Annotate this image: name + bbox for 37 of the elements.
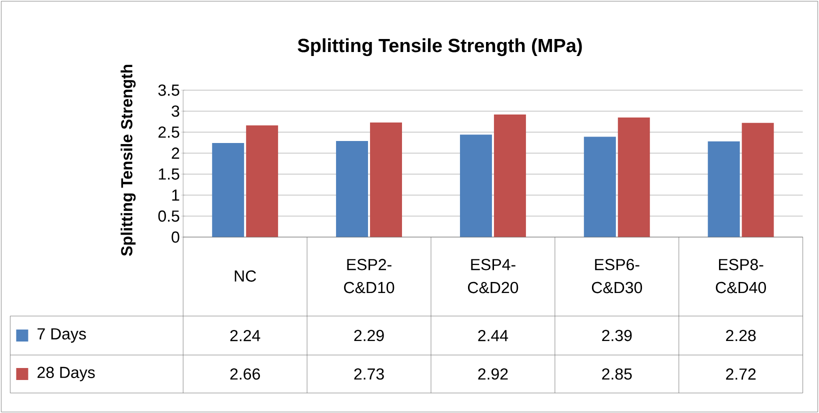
data-label: 2.72 [726,368,756,380]
y-axis-title: Splitting Tensile Strength [120,64,136,256]
y-tick-label: 3.5 [158,84,180,96]
bar [584,136,616,237]
data-label: 2.66 [230,368,260,380]
x-tick-label: ESP8-C&D40 [716,258,766,294]
data-label: 2.44 [478,330,508,342]
data-label: 2.73 [354,368,384,380]
x-tick-label: ESP6-C&D30 [592,258,642,294]
y-tick-label: 2.5 [158,126,180,138]
bar [212,142,244,237]
bar [494,114,526,237]
bar [336,140,368,237]
y-tick-label: 1.5 [158,168,180,180]
y-tick-label: 0 [172,231,180,243]
data-label: 2.92 [478,368,508,380]
bar [246,125,278,237]
y-tick-label: 1 [172,190,180,201]
data-label: 2.29 [354,330,384,342]
bar [708,141,740,237]
bar [460,134,492,237]
y-tick-label: 0.5 [158,210,180,222]
x-tick-label: NC [234,270,256,282]
data-label: 2.28 [726,330,756,342]
data-label: 2.24 [230,330,260,342]
chart-title: Splitting Tensile Strength (MPa) [298,38,582,56]
y-tick-label: 3 [172,105,180,117]
x-tick-label: ESP4-C&D20 [468,258,518,294]
bar [742,122,774,237]
x-tick-label: ESP2-C&D10 [344,258,394,294]
data-label: 2.39 [602,330,632,342]
legend-label: 7 Days [38,328,86,343]
legend-label: 28 Days [38,366,95,382]
y-tick-label: 2 [172,147,180,159]
data-label: 2.85 [602,368,632,380]
bar [370,122,402,237]
bar [618,117,650,237]
